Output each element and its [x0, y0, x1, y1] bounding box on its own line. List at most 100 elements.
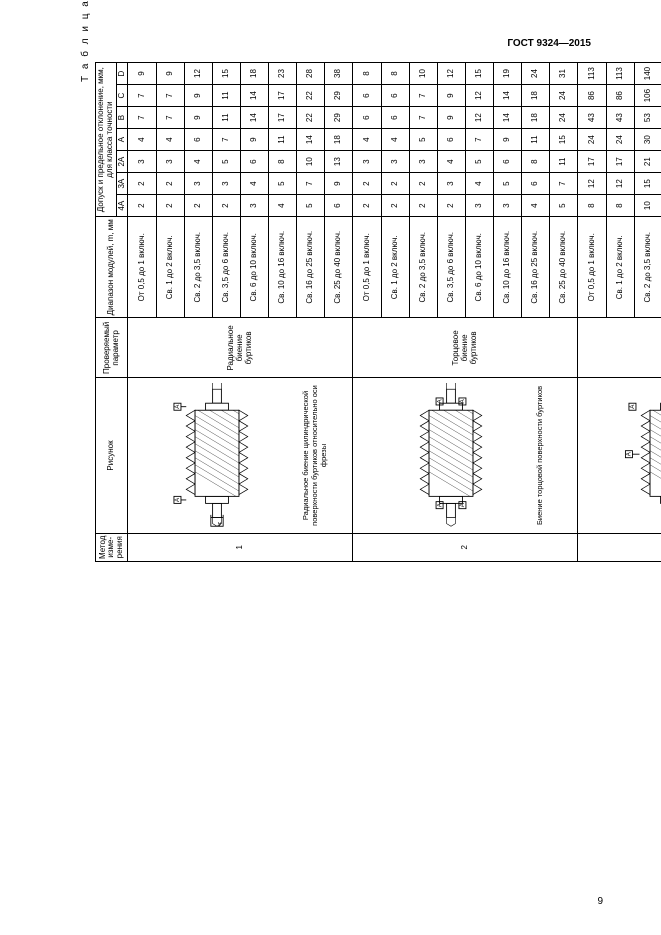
- tolerance-value: 9: [240, 129, 268, 151]
- svg-text:A: A: [626, 451, 633, 456]
- tolerance-value: 17: [269, 85, 297, 107]
- svg-text:A: A: [629, 404, 636, 409]
- tolerance-value: 6: [522, 173, 550, 195]
- tolerance-value: 8: [578, 195, 606, 217]
- tolerance-value: 5: [269, 173, 297, 195]
- svg-text:A: A: [460, 398, 467, 403]
- module-range: Св. 16 до 25 включ.: [522, 217, 550, 318]
- tolerance-value: 7: [550, 173, 578, 195]
- tolerance-value: 24: [550, 85, 578, 107]
- tolerance-value: 11: [269, 129, 297, 151]
- tolerance-value: 8: [522, 151, 550, 173]
- tolerance-value: 10: [297, 151, 325, 173]
- tolerance-value: 86: [578, 85, 606, 107]
- tolerance-value: 106: [634, 85, 661, 107]
- tolerance-value: 4: [128, 129, 156, 151]
- tolerance-value: 8: [269, 151, 297, 173]
- standard-code: ГОСТ 9324—2015: [507, 38, 591, 49]
- module-range: Св. 25 до 40 включ.: [550, 217, 578, 318]
- col-tolerance-group: Допуск и предельное отклонение, мкм, для…: [96, 63, 117, 217]
- tolerance-value: 7: [409, 85, 437, 107]
- parameter-label: Радиальное биение буртиков: [128, 318, 353, 378]
- tolerance-value: 14: [297, 129, 325, 151]
- module-range: Св. 16 до 25 включ.: [297, 217, 325, 318]
- tolerance-value: 3: [156, 151, 184, 173]
- tolerance-value: 9: [325, 173, 353, 195]
- tolerance-value: 11: [550, 151, 578, 173]
- tolerance-value: 14: [494, 107, 522, 129]
- tolerance-value: 22: [297, 107, 325, 129]
- tolerance-value: 4: [269, 195, 297, 217]
- module-range: Св. 2 до 3,5 включ.: [184, 217, 212, 318]
- tolerance-value: 28: [297, 63, 325, 85]
- tolerance-value: 5: [550, 195, 578, 217]
- hob-diagram: A A A: [152, 380, 297, 530]
- tolerance-value: 18: [240, 63, 268, 85]
- module-range: Св. 2 до 3,5 включ.: [634, 217, 661, 318]
- tolerance-value: 10: [634, 195, 661, 217]
- tolerance-value: 5: [465, 151, 493, 173]
- tolerance-value: 4: [184, 151, 212, 173]
- tolerance-value: 24: [606, 129, 634, 151]
- figure-cell: A A A A Биение торцовой поверхности бурт…: [353, 378, 578, 533]
- tolerance-value: 4: [465, 173, 493, 195]
- class-b: B: [116, 107, 128, 129]
- tolerance-value: 4: [437, 151, 465, 173]
- module-range: Св. 6 до 10 включ.: [465, 217, 493, 318]
- tolerance-value: 6: [381, 85, 409, 107]
- tolerance-value: 2: [156, 173, 184, 195]
- tolerance-value: 9: [494, 129, 522, 151]
- tolerance-value: 7: [409, 107, 437, 129]
- tolerance-value: 24: [550, 107, 578, 129]
- tolerance-value: 4: [381, 129, 409, 151]
- svg-text:A: A: [175, 497, 182, 502]
- tolerance-value: 3: [437, 173, 465, 195]
- module-range: От 0,5 до 1 включ.: [128, 217, 156, 318]
- module-range: Св. 10 до 16 включ.: [494, 217, 522, 318]
- tolerance-value: 9: [128, 63, 156, 85]
- tolerance-value: 6: [437, 129, 465, 151]
- tolerance-value: 2: [353, 173, 381, 195]
- tolerance-value: 17: [606, 151, 634, 173]
- tolerance-value: 11: [212, 85, 240, 107]
- tolerance-value: 9: [437, 85, 465, 107]
- tolerance-value: 6: [381, 107, 409, 129]
- col-figure: Рисунок: [96, 378, 128, 533]
- module-range: Св. 1 до 2 включ.: [606, 217, 634, 318]
- module-range: Св. 2 до 3,5 включ.: [409, 217, 437, 318]
- tolerance-value: 7: [297, 173, 325, 195]
- tolerance-value: 14: [240, 85, 268, 107]
- tolerance-value: 12: [437, 63, 465, 85]
- tolerance-value: 15: [550, 129, 578, 151]
- module-range: Св. 3,5 до 6 включ.: [212, 217, 240, 318]
- class-d: D: [116, 63, 128, 85]
- tolerance-value: 3: [465, 195, 493, 217]
- hob-diagram: A A A A: [386, 380, 531, 530]
- tolerance-value: 23: [269, 63, 297, 85]
- module-range: Св. 3,5 до 6 включ.: [437, 217, 465, 318]
- tolerance-value: 53: [634, 107, 661, 129]
- tolerance-value: 5: [494, 173, 522, 195]
- tolerance-value: 2: [212, 195, 240, 217]
- class-2a: 2A: [116, 151, 128, 173]
- tolerance-value: 6: [184, 129, 212, 151]
- table-label: Т а б л и ц а 8: [80, 0, 91, 82]
- tolerance-value: 3: [184, 173, 212, 195]
- module-range: От 0,5 до 1 включ.: [578, 217, 606, 318]
- tolerance-value: 113: [578, 63, 606, 85]
- svg-text:A: A: [218, 520, 222, 526]
- tolerance-value: 18: [325, 129, 353, 151]
- parameter-label: Радиальное биение по вершинам зубьев: [578, 318, 661, 378]
- tolerance-value: 9: [184, 85, 212, 107]
- svg-text:A: A: [437, 398, 444, 403]
- tolerance-value: 8: [381, 63, 409, 85]
- tolerance-value: 6: [325, 195, 353, 217]
- table-row: 2 A A A A Биение торцовой поверхности бу…: [353, 63, 381, 562]
- tolerance-value: 2: [409, 195, 437, 217]
- tolerance-value: 19: [494, 63, 522, 85]
- tolerance-value: 2: [409, 173, 437, 195]
- tolerance-value: 17: [578, 151, 606, 173]
- module-range: Св. 10 до 16 включ.: [269, 217, 297, 318]
- module-range: От 0,5 до 1 включ.: [353, 217, 381, 318]
- hob-diagram: A A: [607, 380, 661, 530]
